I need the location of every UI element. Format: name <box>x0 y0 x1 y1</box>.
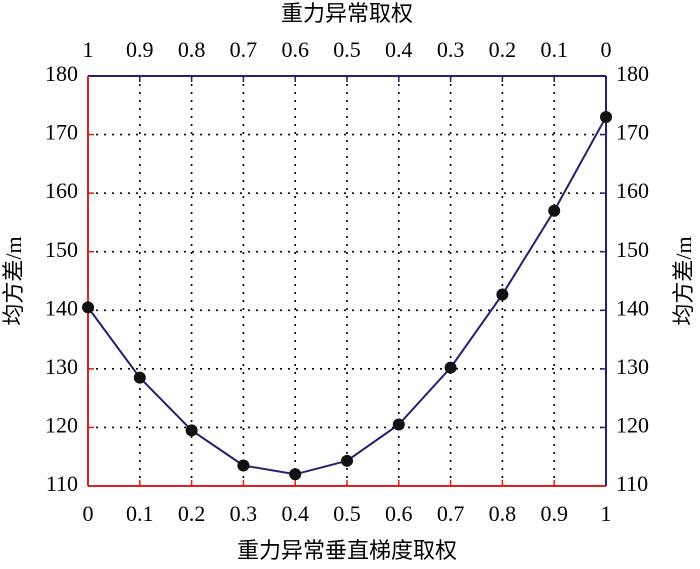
y-tick-label: 160 <box>45 178 78 203</box>
data-point <box>600 111 612 123</box>
x2-tick-label: 0.3 <box>437 37 465 62</box>
y-tick-label: 180 <box>45 61 78 86</box>
data-point <box>548 204 561 217</box>
x-axis-label: 重力异常垂直梯度取权 <box>237 538 457 563</box>
data-point <box>289 468 302 481</box>
x-tick-label: 1 <box>601 501 612 526</box>
data-point <box>133 371 146 384</box>
x2-tick-label: 0.6 <box>281 37 309 62</box>
data-point <box>341 454 353 467</box>
x2-tick-label: 0 <box>601 37 612 62</box>
x-tick-label: 0.8 <box>489 501 517 526</box>
x-tick-label: 0.7 <box>437 501 465 526</box>
y-tick-label: 110 <box>46 471 78 496</box>
y-tick-label: 130 <box>45 354 78 379</box>
y-tick-label: 120 <box>45 412 78 437</box>
x2-tick-label: 0.7 <box>230 37 258 62</box>
x-tick-label: 0.6 <box>385 501 413 526</box>
x-tick-label: 0.1 <box>126 501 154 526</box>
x-tick-label: 0 <box>83 501 94 526</box>
x2-tick-label: 0.9 <box>126 37 154 62</box>
y2-tick-label: 180 <box>616 61 649 86</box>
x-tick-label: 0.9 <box>540 501 568 526</box>
y2-tick-label: 110 <box>616 471 648 496</box>
data-point <box>237 459 250 472</box>
y2-tick-label: 170 <box>616 120 649 145</box>
y2-tick-label: 120 <box>616 412 649 437</box>
y-tick-label: 150 <box>45 237 78 262</box>
y2-tick-label: 140 <box>616 295 649 320</box>
y2-axis-label: 均方差/m <box>671 236 696 325</box>
y-axis-label: 均方差/m <box>1 236 26 325</box>
y-tick-label: 170 <box>45 120 78 145</box>
y-tick-label: 140 <box>45 295 78 320</box>
y2-tick-label: 130 <box>616 354 649 379</box>
x2-tick-label: 0.4 <box>385 37 413 62</box>
x-tick-label: 0.5 <box>333 501 361 526</box>
data-point <box>496 288 509 301</box>
data-point <box>82 301 94 314</box>
x2-tick-label: 0.2 <box>489 37 517 62</box>
x2-tick-label: 1 <box>83 37 94 62</box>
x2-tick-label: 0.1 <box>540 37 568 62</box>
data-point <box>392 418 405 431</box>
x2-axis-label: 重力异常取权 <box>281 1 413 26</box>
data-point <box>185 424 198 437</box>
x2-tick-label: 0.5 <box>333 37 361 62</box>
y2-tick-label: 160 <box>616 178 649 203</box>
data-point <box>444 361 457 374</box>
x-tick-label: 0.3 <box>230 501 258 526</box>
x-tick-label: 0.4 <box>281 501 309 526</box>
y2-tick-label: 150 <box>616 237 649 262</box>
x2-tick-label: 0.8 <box>178 37 206 62</box>
x-tick-label: 0.2 <box>178 501 206 526</box>
